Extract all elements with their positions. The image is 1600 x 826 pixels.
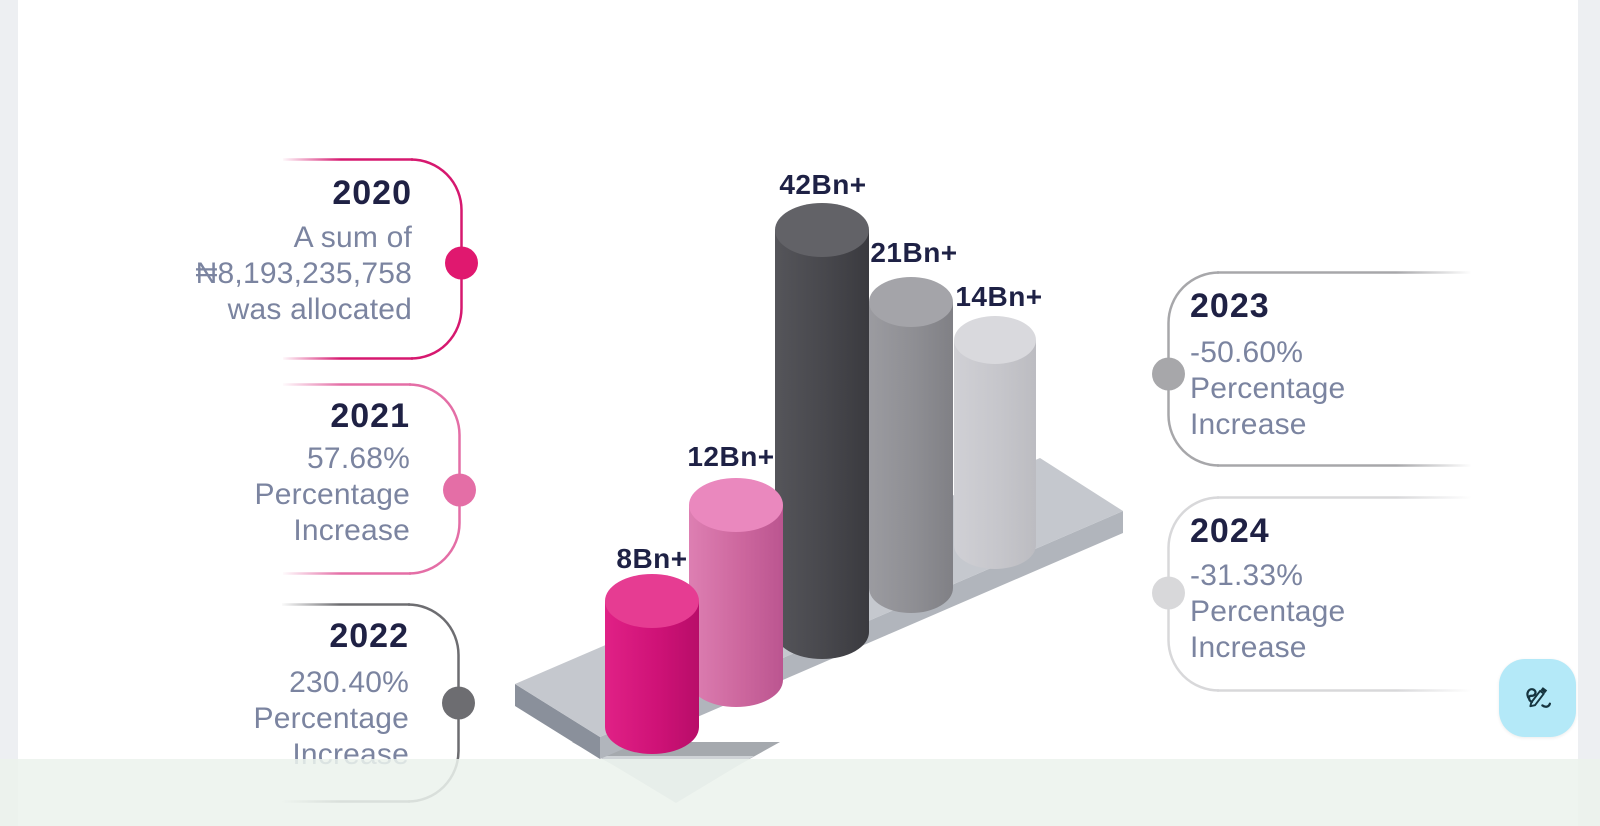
cylinder-2020: [605, 574, 699, 754]
callout-text: -50.60% Percentage Increase: [1190, 336, 1346, 441]
bar-value-label: 21Bn+: [870, 237, 957, 268]
callout-2020: 2020 A sum of ₦8,193,235,758 was allocat…: [170, 158, 478, 360]
right-page-edge: [1578, 0, 1600, 826]
bar-chart: 8Bn+ 12Bn+ 42Bn+ 21Bn+ 14Bn+: [515, 169, 1123, 803]
bar-value-label: 12Bn+: [687, 441, 774, 472]
stylus-note-icon: [1525, 687, 1551, 708]
callout-year: 2022: [329, 617, 409, 655]
left-page-edge: [0, 0, 18, 826]
timeline-dot: [445, 246, 478, 280]
callout-text: -31.33% Percentage Increase: [1190, 559, 1346, 664]
bar-value-label: 8Bn+: [616, 543, 687, 574]
timeline-dot: [1152, 576, 1185, 610]
cylinder-2024: [954, 316, 1036, 569]
timeline-dot: [443, 473, 476, 507]
callout-2024: 2024 -31.33% Percentage Increase: [1152, 496, 1476, 692]
cylinder-2023: [869, 277, 953, 613]
bar-value-label: 42Bn+: [779, 169, 866, 200]
callout-border: [1152, 496, 1471, 692]
callout-border: [1152, 271, 1471, 467]
cylinder-2022: [775, 203, 869, 659]
android-navigation-bar: [0, 759, 1600, 826]
callout-border: [283, 158, 478, 360]
timeline-dot: [442, 686, 475, 720]
callout-year: 2024: [1190, 512, 1270, 550]
timeline-dot: [1152, 357, 1185, 391]
callout-text: 230.40% Percentage Increase: [253, 666, 409, 771]
callout-year: 2020: [332, 174, 412, 212]
cylinder-2021: [689, 478, 783, 707]
callout-year: 2021: [330, 397, 410, 435]
callout-year: 2023: [1190, 287, 1270, 325]
bar-value-label: 14Bn+: [955, 281, 1042, 312]
callout-text: 57.68% Percentage Increase: [254, 442, 410, 547]
edit-annotate-button[interactable]: [1499, 659, 1576, 737]
callout-2023: 2023 -50.60% Percentage Increase: [1152, 271, 1476, 467]
callout-2021: 2021 57.68% Percentage Increase: [170, 383, 476, 575]
callout-border: [283, 383, 476, 575]
callout-text: A sum of ₦8,193,235,758 was allocated: [195, 221, 412, 326]
